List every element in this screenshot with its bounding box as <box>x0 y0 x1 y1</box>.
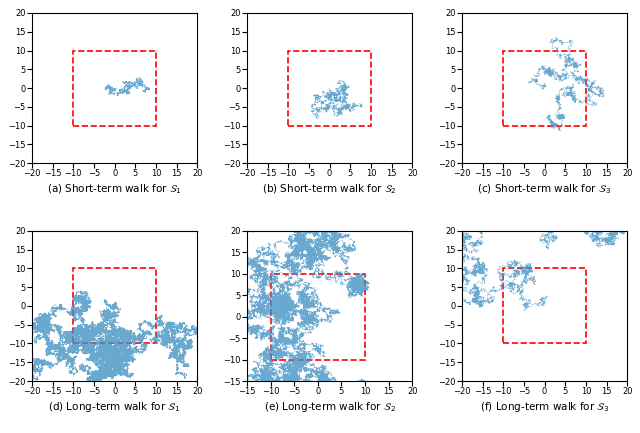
X-axis label: (e) Long-term walk for $\mathcal{S}_2$: (e) Long-term walk for $\mathcal{S}_2$ <box>264 401 396 414</box>
X-axis label: (b) Short-term walk for $\mathcal{S}_2$: (b) Short-term walk for $\mathcal{S}_2$ <box>262 183 397 196</box>
X-axis label: (a) Short-term walk for $\mathcal{S}_1$: (a) Short-term walk for $\mathcal{S}_1$ <box>47 183 182 196</box>
Bar <box>271 274 365 359</box>
Bar <box>288 51 371 126</box>
Bar <box>503 51 586 126</box>
X-axis label: (f) Long-term walk for $\mathcal{S}_3$: (f) Long-term walk for $\mathcal{S}_3$ <box>480 401 609 414</box>
X-axis label: (c) Short-term walk for $\mathcal{S}_3$: (c) Short-term walk for $\mathcal{S}_3$ <box>477 183 612 196</box>
Bar <box>74 268 156 343</box>
Bar <box>74 51 156 126</box>
Bar <box>503 268 586 343</box>
X-axis label: (d) Long-term walk for $\mathcal{S}_1$: (d) Long-term walk for $\mathcal{S}_1$ <box>49 401 181 414</box>
